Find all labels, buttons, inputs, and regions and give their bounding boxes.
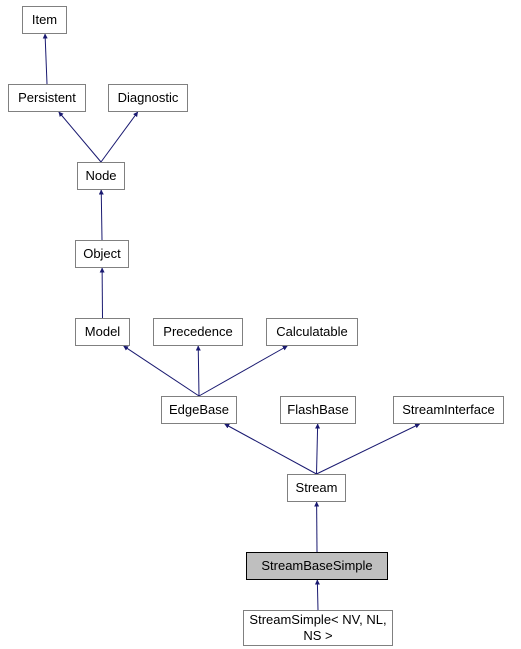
node-label: FlashBase — [287, 402, 348, 418]
node-label: Item — [32, 12, 57, 28]
edge — [317, 580, 318, 610]
node-edgebase[interactable]: EdgeBase — [161, 396, 237, 424]
node-label: Object — [83, 246, 121, 262]
node-calculatable[interactable]: Calculatable — [266, 318, 358, 346]
node-persistent[interactable]: Persistent — [8, 84, 86, 112]
node-label: Precedence — [163, 324, 232, 340]
edge — [101, 112, 138, 162]
edge — [199, 346, 287, 396]
edge — [101, 190, 102, 240]
node-label: EdgeBase — [169, 402, 229, 418]
edge — [198, 346, 199, 396]
node-streaminterface[interactable]: StreamInterface — [393, 396, 504, 424]
inheritance-diagram: Item Persistent Diagnostic Node Object Model P… — [0, 0, 521, 649]
node-item[interactable]: Item — [22, 6, 67, 34]
node-node[interactable]: Node — [77, 162, 125, 190]
node-streamsimple[interactable]: StreamSimple< NV, NL, NS > — [243, 610, 393, 646]
node-label: Stream — [296, 480, 338, 496]
node-label: Node — [85, 168, 116, 184]
node-label: Model — [85, 324, 120, 340]
node-streambasesimple[interactable]: StreamBaseSimple — [246, 552, 388, 580]
edge — [59, 112, 101, 162]
node-diagnostic[interactable]: Diagnostic — [108, 84, 188, 112]
node-label: Calculatable — [276, 324, 348, 340]
edge — [124, 346, 199, 396]
node-label: Diagnostic — [118, 90, 179, 106]
node-object[interactable]: Object — [75, 240, 129, 268]
node-flashbase[interactable]: FlashBase — [280, 396, 356, 424]
node-stream[interactable]: Stream — [287, 474, 346, 502]
node-model[interactable]: Model — [75, 318, 130, 346]
node-label: StreamBaseSimple — [261, 558, 372, 574]
edge — [317, 424, 420, 474]
node-label: Persistent — [18, 90, 76, 106]
node-label: StreamInterface — [402, 402, 495, 418]
node-precedence[interactable]: Precedence — [153, 318, 243, 346]
edge — [45, 34, 47, 84]
edge — [225, 424, 317, 474]
node-label: StreamSimple< NV, NL, NS > — [249, 612, 386, 643]
edge — [317, 424, 318, 474]
